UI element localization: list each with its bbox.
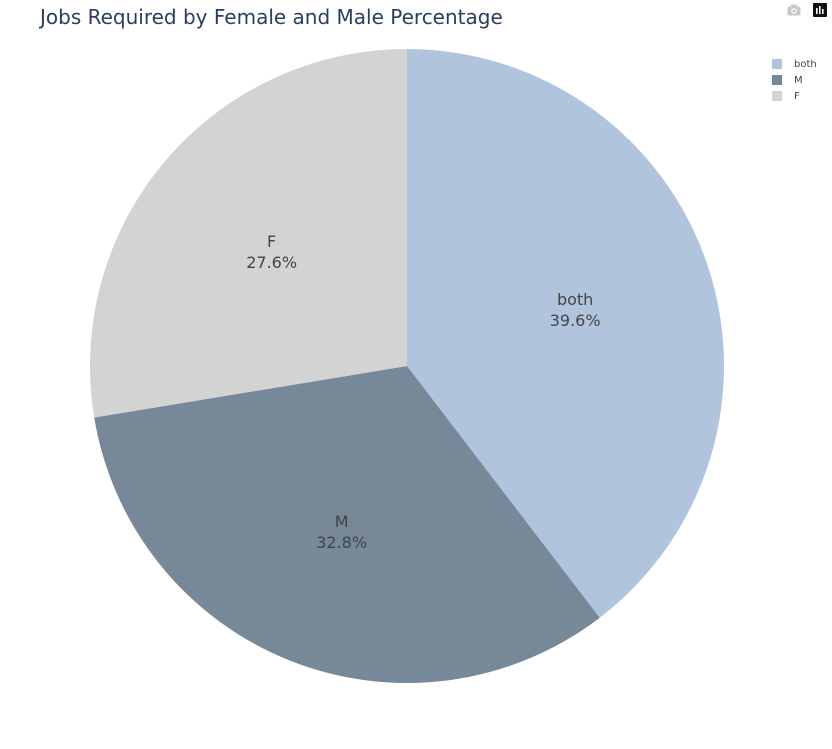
- legend-swatch: [772, 91, 782, 101]
- legend: both M F: [772, 56, 817, 104]
- legend-item-both[interactable]: both: [772, 56, 817, 72]
- slice-label-both: both: [557, 290, 593, 309]
- slice-percent-both: 39.6%: [550, 311, 601, 330]
- pie-labels: both 39.6% M 32.8% F 27.6%: [246, 232, 600, 552]
- camera-icon[interactable]: [786, 2, 802, 18]
- plotly-logo-icon[interactable]: [812, 2, 828, 18]
- pie-slice-f[interactable]: [90, 49, 407, 418]
- pie-slice-m[interactable]: [94, 366, 600, 683]
- legend-label: M: [794, 74, 803, 86]
- legend-label: both: [794, 58, 817, 70]
- legend-label: F: [794, 90, 800, 102]
- legend-swatch: [772, 75, 782, 85]
- modebar: [786, 2, 828, 18]
- legend-item-f[interactable]: F: [772, 88, 817, 104]
- pie-slice-both[interactable]: [407, 49, 724, 618]
- legend-swatch: [772, 59, 782, 69]
- pie-slices: [90, 49, 724, 683]
- legend-item-m[interactable]: M: [772, 72, 817, 88]
- slice-label-f: F: [267, 232, 276, 251]
- slice-percent-m: 32.8%: [316, 533, 367, 552]
- slice-percent-f: 27.6%: [246, 253, 297, 272]
- slice-label-m: M: [335, 512, 349, 531]
- chart-title: Jobs Required by Female and Male Percent…: [40, 5, 503, 29]
